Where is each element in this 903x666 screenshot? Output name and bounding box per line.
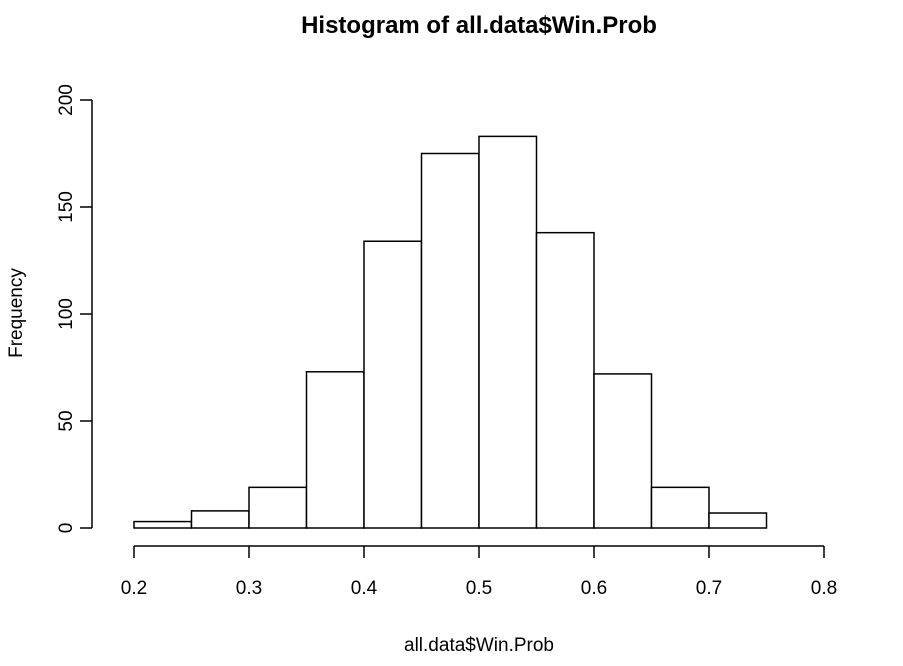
y-tick-label: 50 <box>56 410 77 431</box>
x-tick-label: 0.8 <box>811 578 837 599</box>
histogram-bar-6 <box>420 152 480 529</box>
x-tick-label: 0.6 <box>581 578 607 599</box>
histogram-bar-9 <box>593 373 653 529</box>
x-axis: 0.2 0.3 0.4 0.5 0.6 0.7 0.8 <box>121 545 837 599</box>
histogram-bar-5 <box>363 240 423 529</box>
x-tick-label: 0.2 <box>121 578 147 599</box>
bars-group <box>133 135 768 529</box>
histogram-bar-11 <box>708 512 768 529</box>
y-tick-label: 0 <box>56 523 77 534</box>
histogram-bar-10 <box>650 486 710 529</box>
chart-title: Histogram of all.data$Win.Prob <box>301 12 657 39</box>
histogram-bar-8 <box>535 231 595 529</box>
y-tick-label: 150 <box>56 191 77 223</box>
y-tick-label: 200 <box>56 84 77 116</box>
y-axis-label: Frequency <box>6 268 27 358</box>
histogram-bar-7 <box>478 135 538 529</box>
histogram-bar-1 <box>133 520 193 529</box>
x-tick-label: 0.4 <box>351 578 378 599</box>
x-tick-label: 0.3 <box>236 578 262 599</box>
x-tick-label: 0.5 <box>466 578 492 599</box>
histogram-bar-3 <box>248 486 308 529</box>
x-axis-label: all.data$Win.Prob <box>404 635 554 656</box>
y-tick-label: 100 <box>56 298 77 330</box>
x-tick-label: 0.7 <box>696 578 722 599</box>
y-axis: 0 50 100 150 200 <box>56 84 93 534</box>
histogram-bar-2 <box>190 510 250 529</box>
histogram-bar-4 <box>305 371 365 529</box>
